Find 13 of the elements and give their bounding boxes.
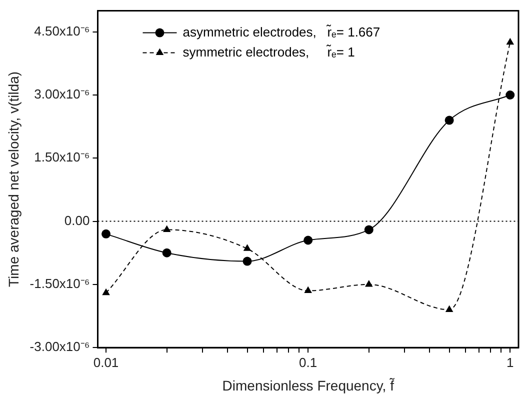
x-tick-label: 0.1 (299, 354, 318, 370)
legend-label: asymmetric electrodes, r̃ₑ= 1.667 (182, 24, 380, 40)
y-tick-label: 4.50x10⁻⁶ (34, 23, 90, 38)
y-axis-title: Time averaged net velocity, v(tilda) (5, 71, 22, 287)
x-tick-label: 1 (506, 354, 514, 370)
y-tick-label: -3.00x10⁻⁶ (30, 339, 90, 354)
y-tick-label: 1.50x10⁻⁶ (34, 150, 90, 165)
x-tick-label: 0.01 (93, 354, 119, 370)
y-tick-label: 3.00x10⁻⁶ (34, 86, 90, 102)
y-tick-label: 0.00 (64, 212, 90, 228)
legend-label: symmetric electrodes, r̃ₑ= 1 (182, 44, 355, 60)
x-axis-title: Dimensionless Frequency, f̃ (222, 377, 395, 394)
y-tick-label: -1.50x10⁻⁶ (30, 276, 90, 292)
